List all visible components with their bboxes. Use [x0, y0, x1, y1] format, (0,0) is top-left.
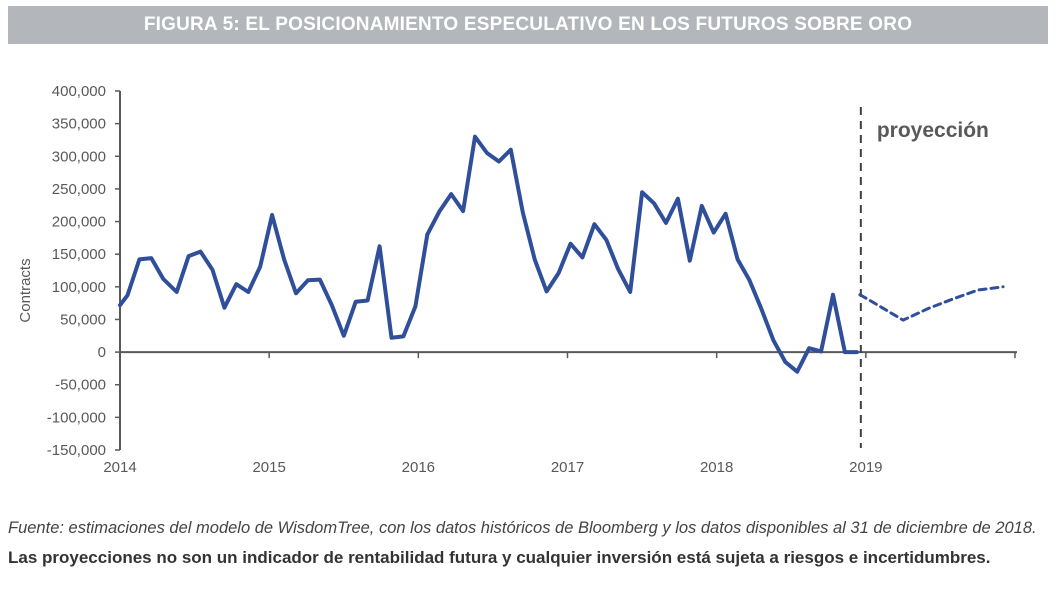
- y-tick-label: -100,000: [47, 409, 106, 426]
- gold-futures-chart: 400,000 350,000 300,000 250,000 200,000 150,0…: [17, 83, 1017, 476]
- x-tick-label: 2019: [849, 459, 882, 476]
- y-tick-label: -150,000: [47, 442, 106, 459]
- y-tick-label: 0: [98, 344, 106, 361]
- footer-note: Fuente: estimaciones del modelo de Wisdo…: [8, 514, 1048, 573]
- y-tick-label: 50,000: [60, 311, 106, 328]
- x-tick-label: 2018: [700, 459, 733, 476]
- y-tick-label: 200,000: [52, 214, 106, 231]
- y-tick-label: 250,000: [52, 181, 106, 198]
- y-tick-label: 150,000: [52, 246, 106, 263]
- y-tick-label: -50,000: [55, 377, 106, 394]
- x-tick-label: 2016: [402, 459, 435, 476]
- x-tick-label: 2014: [103, 459, 136, 476]
- disclaimer-note: Las proyecciones no son un indicador de …: [8, 548, 991, 567]
- historical-series-line: [118, 134, 859, 374]
- y-tick-label: 100,000: [52, 279, 106, 296]
- y-tick-label: 400,000: [52, 83, 106, 100]
- y-tick-label: 300,000: [52, 148, 106, 165]
- x-tick-label: 2015: [252, 459, 285, 476]
- x-tick-label: 2017: [551, 459, 584, 476]
- projection-series-line: [858, 285, 1005, 322]
- chart-title: FIGURA 5: EL POSICIONAMIENTO ESPECULATIV…: [143, 14, 913, 35]
- y-axis-label: Contracts: [17, 258, 34, 322]
- source-note: Fuente: estimaciones del modelo de Wisdo…: [8, 519, 1037, 537]
- y-tick-label: 350,000: [52, 116, 106, 133]
- chart-title-bar: FIGURA 5: EL POSICIONAMIENTO ESPECULATIV…: [8, 6, 1048, 44]
- projection-label: proyección: [877, 119, 989, 142]
